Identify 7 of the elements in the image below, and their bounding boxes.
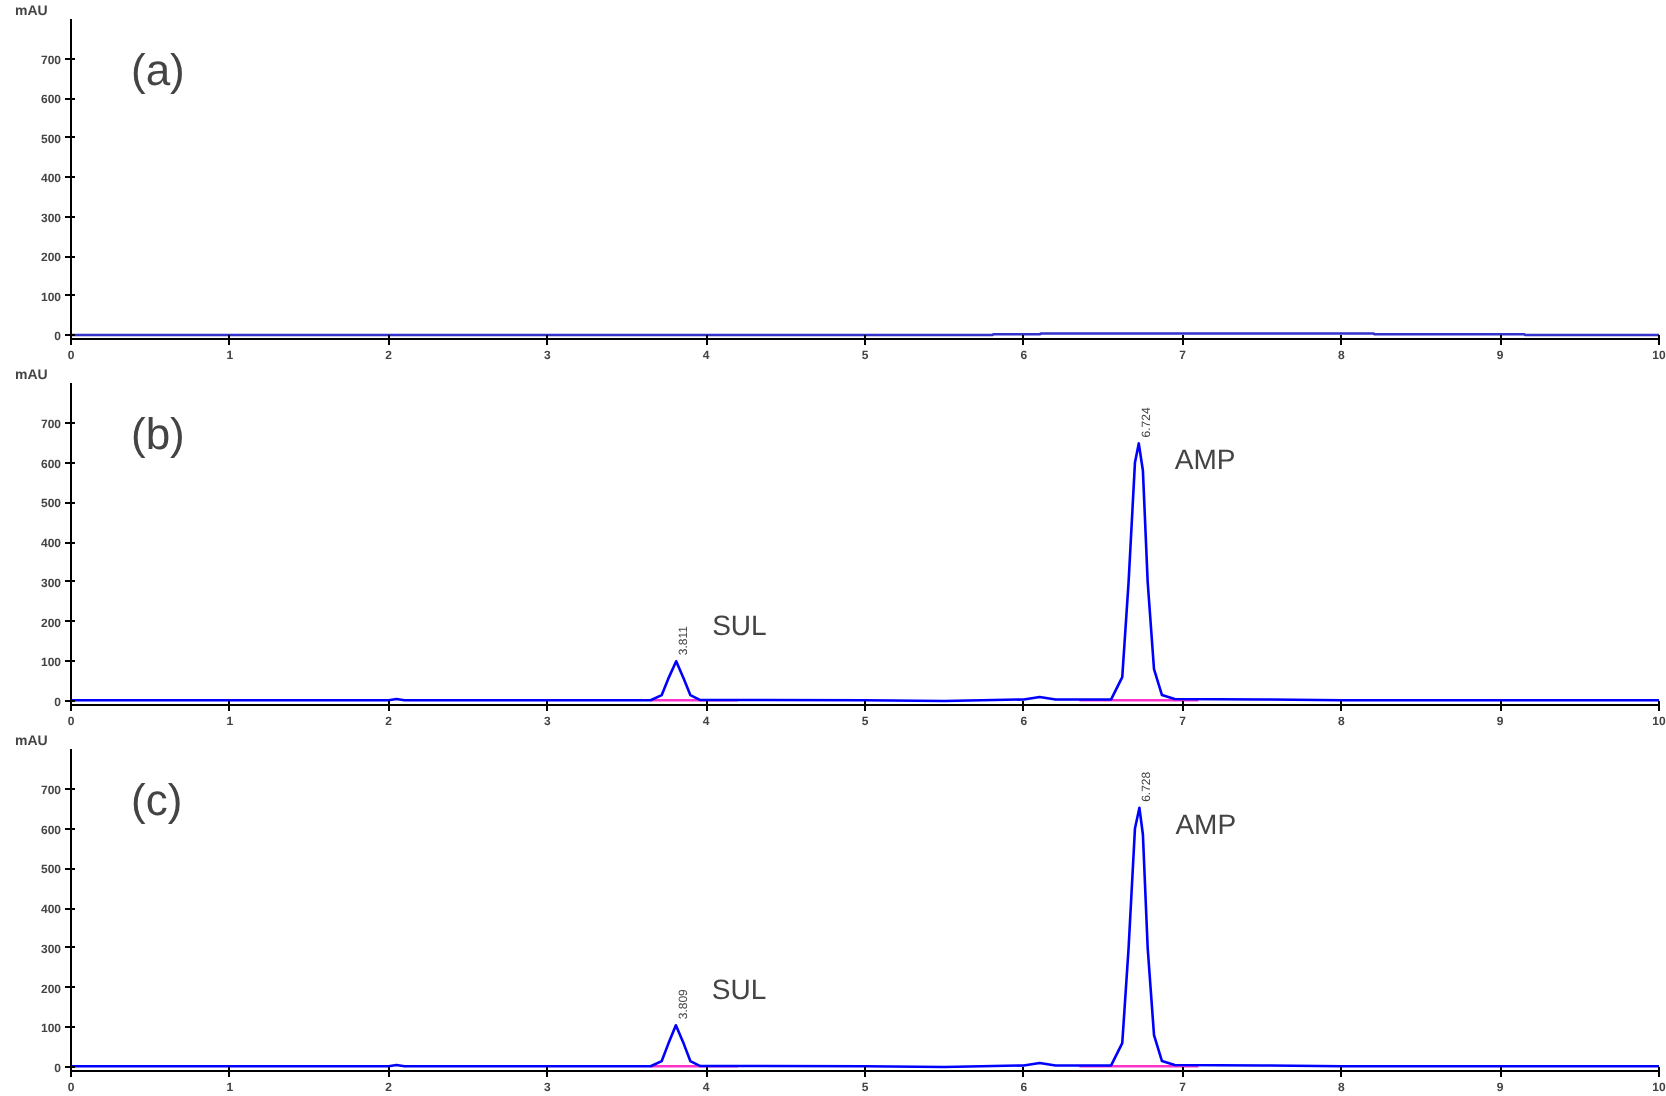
annotation: SUL bbox=[712, 609, 768, 642]
annotation: AMP bbox=[1174, 443, 1236, 476]
annotation: AMP bbox=[1175, 807, 1237, 840]
annotation: SUL bbox=[711, 973, 767, 1006]
text: (a) bbox=[131, 45, 185, 95]
text: (b) bbox=[131, 409, 185, 459]
text: (c) bbox=[131, 775, 183, 825]
